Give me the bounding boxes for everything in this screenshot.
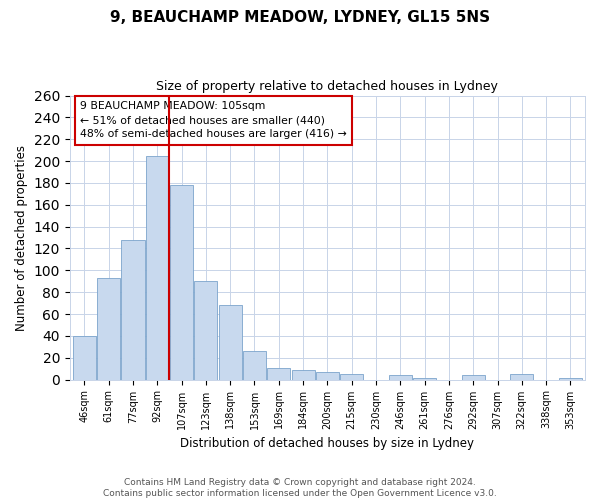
Bar [194,282,217,380]
Bar [510,374,533,380]
Bar [461,375,485,380]
Text: 9, BEAUCHAMP MEADOW, LYDNEY, GL15 5NS: 9, BEAUCHAMP MEADOW, LYDNEY, GL15 5NS [110,10,490,25]
Bar [389,375,412,380]
Bar [73,336,96,380]
Bar [243,351,266,380]
Bar [340,374,363,380]
Bar [292,370,314,380]
Bar [316,372,339,380]
Title: Size of property relative to detached houses in Lydney: Size of property relative to detached ho… [157,80,499,93]
Bar [413,378,436,380]
Bar [146,156,169,380]
Bar [170,185,193,380]
Bar [267,368,290,380]
Bar [218,306,242,380]
X-axis label: Distribution of detached houses by size in Lydney: Distribution of detached houses by size … [181,437,475,450]
Text: Contains HM Land Registry data © Crown copyright and database right 2024.
Contai: Contains HM Land Registry data © Crown c… [103,478,497,498]
Bar [121,240,145,380]
Bar [559,378,582,380]
Bar [97,278,120,380]
Text: 9 BEAUCHAMP MEADOW: 105sqm
← 51% of detached houses are smaller (440)
48% of sem: 9 BEAUCHAMP MEADOW: 105sqm ← 51% of deta… [80,101,347,139]
Y-axis label: Number of detached properties: Number of detached properties [15,144,28,330]
